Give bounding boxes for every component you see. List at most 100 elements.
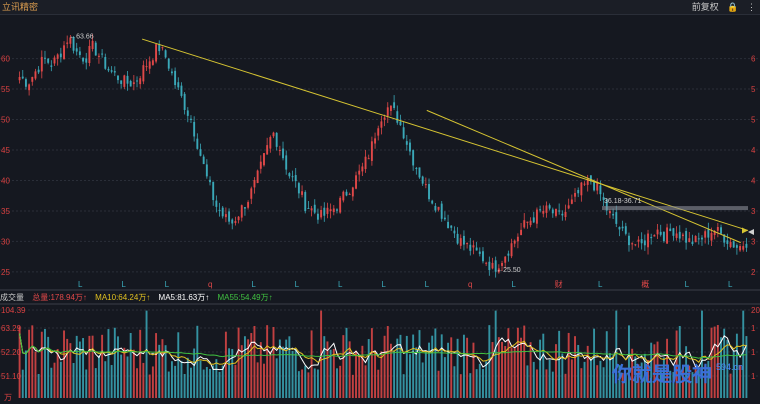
volume-ma55-line	[19, 333, 747, 359]
volume-bar	[297, 371, 300, 398]
lock-icon[interactable]: 🔒	[727, 2, 739, 12]
adjust-mode-button[interactable]: 前复权	[691, 2, 719, 12]
y-tick-label-right: 5	[751, 85, 756, 94]
volume-bar	[40, 331, 43, 398]
volume-bar	[177, 332, 180, 398]
event-marker: L	[685, 280, 690, 289]
volume-bar	[567, 332, 570, 398]
candle-body	[501, 263, 503, 266]
volume-bar	[180, 360, 183, 398]
candle-body	[647, 233, 649, 248]
volume-bar	[69, 343, 72, 398]
volume-bar	[170, 361, 173, 398]
volume-bar	[681, 367, 684, 398]
volume-bar	[190, 367, 192, 398]
candle-body	[228, 211, 231, 222]
candle-body	[34, 71, 37, 79]
volume-bar	[63, 330, 65, 398]
volume-bar	[301, 369, 304, 398]
volume-bar	[475, 369, 478, 398]
candle-body	[243, 207, 246, 209]
event-marker: 概	[641, 279, 649, 289]
volume-bar	[462, 334, 465, 398]
volume-bar	[469, 373, 472, 398]
volume-bar	[577, 344, 580, 398]
volume-bar	[612, 355, 615, 398]
event-marker: L	[425, 280, 430, 289]
candle-body	[564, 211, 567, 218]
volume-bar	[415, 347, 418, 398]
volume-bar	[526, 365, 529, 398]
more-icon[interactable]: ⋮	[747, 2, 756, 12]
volume-bar	[44, 328, 46, 398]
volume-bar	[199, 360, 202, 398]
candle-body	[50, 65, 53, 67]
volume-bar	[275, 358, 278, 398]
event-marker: L	[598, 280, 603, 289]
volume-tick-label-right: 1	[751, 372, 756, 381]
candle-body	[285, 155, 288, 170]
volume-bar	[504, 346, 507, 398]
volume-bar	[155, 333, 158, 398]
candle-body	[720, 227, 722, 234]
volume-bar	[21, 369, 24, 398]
candle-body	[570, 199, 573, 204]
volume-tick-label: 63.29	[1, 324, 22, 333]
candle-body	[101, 53, 104, 55]
volume-bar	[634, 356, 637, 398]
candle-body	[704, 231, 707, 238]
volume-bar	[520, 337, 523, 398]
candle-body	[377, 128, 380, 136]
volume-bar	[694, 364, 697, 398]
volume-bar	[628, 325, 630, 398]
candle-body	[272, 132, 275, 137]
volume-bar	[342, 335, 345, 398]
volume-bar	[339, 365, 342, 398]
volume-bar	[510, 347, 513, 398]
volume-bar	[34, 351, 37, 398]
volume-bar	[136, 368, 138, 398]
volume-bar	[608, 353, 611, 398]
candle-body	[399, 121, 402, 126]
volume-bar	[418, 330, 421, 398]
volume-bar	[50, 367, 53, 398]
volume-bar	[329, 349, 332, 398]
candle-body	[672, 228, 675, 236]
candle-body	[209, 179, 211, 183]
candle-body	[142, 65, 145, 82]
event-marker: L	[165, 280, 170, 289]
y-tick-label: 60	[1, 55, 10, 64]
volume-bar	[221, 365, 224, 398]
candle-body	[640, 239, 643, 244]
title-bar: 立讯精密 前复权 🔒 ⋮	[0, 0, 760, 15]
candle-body	[269, 137, 272, 149]
volume-bar	[167, 371, 170, 398]
candle-body	[681, 234, 684, 237]
candle-body	[370, 141, 373, 161]
volume-bar	[466, 337, 469, 398]
candle-body	[164, 50, 167, 58]
candle-body	[561, 213, 564, 216]
candle-body	[529, 220, 532, 226]
candle-body	[418, 167, 421, 178]
volume-bar	[151, 366, 154, 398]
volume-bar	[53, 362, 56, 398]
y-tick-label-right: 5	[751, 116, 756, 125]
volume-bar	[139, 329, 142, 398]
stock-name: 立讯精密	[2, 2, 39, 12]
volume-bar	[437, 370, 440, 398]
event-marker: L	[381, 280, 386, 289]
candle-body	[313, 204, 316, 213]
volume-bar	[450, 337, 453, 398]
volume-bar	[742, 310, 745, 398]
candle-body	[136, 80, 138, 82]
volume-bar	[91, 335, 94, 398]
volume-bar	[615, 310, 618, 398]
volume-bar	[107, 329, 110, 398]
candle-body	[701, 237, 703, 240]
volume-bar	[266, 325, 269, 398]
candle-body	[456, 233, 459, 244]
candle-body	[47, 58, 50, 63]
candle-body	[82, 58, 85, 62]
